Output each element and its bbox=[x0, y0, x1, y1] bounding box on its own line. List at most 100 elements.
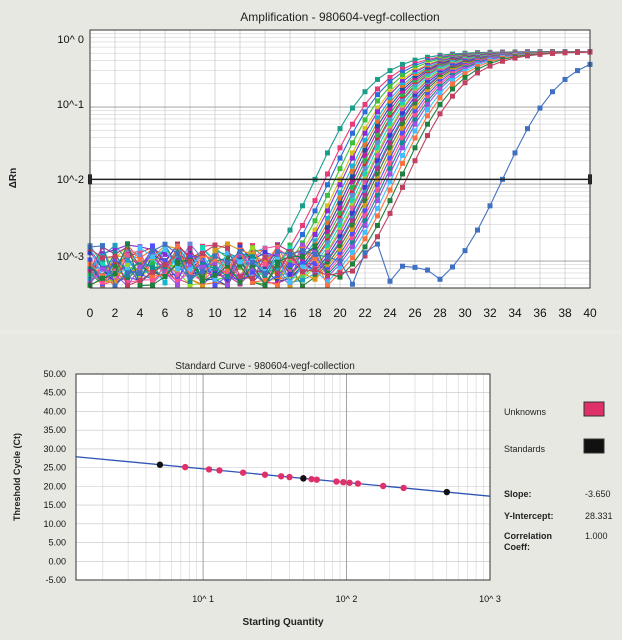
amplification-point bbox=[112, 263, 118, 269]
amplification-point bbox=[225, 259, 230, 265]
amplification-point bbox=[187, 279, 193, 285]
amplification-point bbox=[337, 248, 343, 254]
amplification-point bbox=[162, 258, 168, 264]
amplification-point bbox=[225, 276, 230, 282]
unknown-point bbox=[286, 473, 293, 481]
y-tick-label: 45.00 bbox=[43, 388, 66, 398]
amplification-point bbox=[100, 255, 105, 261]
amplification-point bbox=[375, 213, 380, 219]
amplification-point bbox=[387, 171, 393, 177]
amplification-point bbox=[312, 232, 318, 238]
amplification-point bbox=[400, 152, 405, 158]
amplification-point bbox=[362, 229, 368, 235]
amplification-point bbox=[437, 95, 443, 101]
amplification-point bbox=[137, 245, 143, 251]
amplification-point bbox=[137, 257, 143, 263]
amplification-point bbox=[487, 60, 493, 66]
amplification-point bbox=[437, 101, 443, 107]
amplification-point bbox=[387, 117, 393, 123]
amplification-point bbox=[287, 267, 293, 273]
amplification-point bbox=[112, 253, 118, 259]
amplification-point bbox=[400, 135, 405, 141]
amplification-point bbox=[100, 266, 105, 272]
amplification-point bbox=[400, 73, 405, 79]
amplification-point bbox=[125, 282, 130, 288]
amplification-point bbox=[350, 174, 355, 180]
amplification-point bbox=[187, 267, 193, 273]
amplification-point bbox=[475, 227, 480, 233]
amplification-point bbox=[387, 140, 393, 146]
amplification-point bbox=[200, 283, 205, 289]
amplification-point bbox=[375, 123, 380, 129]
amplification-point bbox=[200, 274, 205, 280]
amplification-point bbox=[175, 256, 180, 262]
amplification-point bbox=[387, 179, 393, 185]
amplification-point bbox=[412, 128, 418, 134]
amplification-point bbox=[150, 265, 155, 271]
amplification-point bbox=[312, 246, 318, 252]
amplification-point bbox=[362, 171, 368, 177]
amplification-point bbox=[337, 145, 343, 151]
amplification-point bbox=[325, 261, 330, 267]
amplification-point bbox=[375, 192, 380, 198]
amplification-point bbox=[325, 279, 330, 285]
amplification-point bbox=[387, 210, 393, 216]
amplification-point bbox=[387, 68, 393, 74]
amplification-point bbox=[400, 93, 405, 99]
legend-unknowns-swatch bbox=[583, 401, 605, 417]
amplification-point bbox=[387, 133, 393, 139]
amplification-point bbox=[462, 74, 468, 80]
amplification-point bbox=[187, 241, 193, 247]
amplification-point bbox=[350, 210, 355, 216]
amplification-point bbox=[450, 93, 455, 99]
unknown-point bbox=[216, 467, 223, 474]
amplification-point bbox=[350, 192, 355, 198]
amplification-point bbox=[575, 49, 580, 55]
amplification-point bbox=[275, 256, 280, 262]
amplification-point bbox=[425, 267, 430, 273]
amplification-point bbox=[137, 270, 143, 276]
amplification-point bbox=[350, 198, 355, 204]
amplification-point bbox=[187, 262, 193, 268]
y-tick-label: 10^-3 bbox=[57, 251, 84, 263]
amplification-point bbox=[175, 271, 180, 277]
amplification-point bbox=[162, 262, 168, 268]
amplification-point bbox=[412, 105, 418, 111]
amplification-point bbox=[125, 252, 130, 258]
unknown-point bbox=[354, 480, 362, 487]
slope-label: Slope: bbox=[504, 489, 532, 499]
amplification-point bbox=[337, 265, 343, 271]
amplification-point bbox=[162, 279, 168, 285]
standard-curve-x-ticks: 10^ 1 10^ 2 10^ 3 bbox=[192, 594, 501, 604]
amplification-point bbox=[387, 150, 393, 156]
amplification-point bbox=[375, 86, 380, 92]
amplification-point bbox=[287, 282, 293, 288]
amplification-point bbox=[362, 208, 368, 214]
amplification-point bbox=[337, 258, 343, 264]
amplification-point bbox=[162, 246, 168, 252]
amplification-point bbox=[200, 245, 205, 251]
amplification-point bbox=[112, 279, 118, 285]
unknown-point bbox=[400, 484, 407, 492]
amplification-point bbox=[250, 254, 255, 260]
x-tick-label: 28 bbox=[433, 306, 447, 320]
amplification-point bbox=[212, 280, 218, 286]
amplification-point bbox=[425, 133, 430, 139]
amplification-point bbox=[400, 82, 405, 88]
amplification-point bbox=[362, 101, 368, 107]
amplification-point bbox=[425, 98, 430, 104]
amplification-point bbox=[100, 243, 105, 249]
amplification-point bbox=[237, 273, 243, 279]
amplification-point bbox=[325, 254, 330, 260]
unknown-point bbox=[346, 479, 353, 486]
amplification-point bbox=[150, 260, 155, 266]
amplification-point bbox=[437, 111, 443, 117]
amplification-point bbox=[262, 261, 268, 267]
amplification-point bbox=[125, 280, 130, 286]
amplification-point bbox=[375, 222, 380, 228]
amplification-point bbox=[375, 163, 380, 169]
amplification-point bbox=[387, 111, 393, 117]
amplification-point bbox=[400, 171, 405, 177]
amplification-point bbox=[350, 105, 355, 111]
amplification-point bbox=[325, 229, 330, 235]
